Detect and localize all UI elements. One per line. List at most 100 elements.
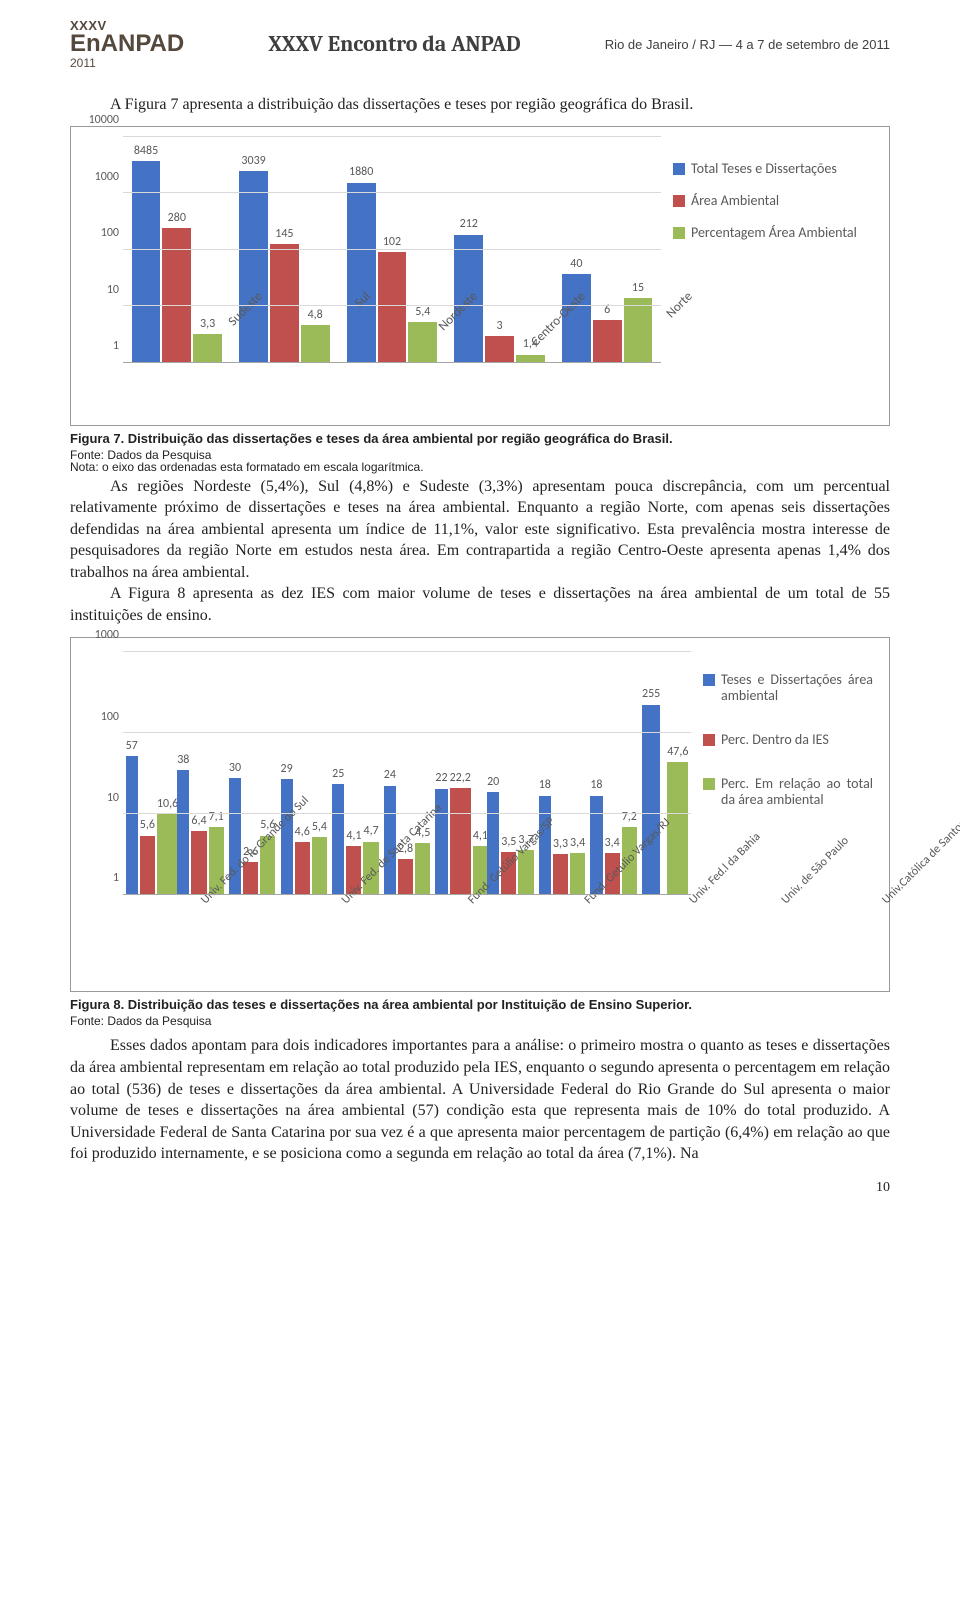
bar-value-label: 22,2: [450, 770, 471, 786]
bar-value-label: 7,2: [622, 809, 637, 825]
bar: [450, 788, 471, 894]
figure-7-caption-bold: Figura 7. Distribuição das dissertações …: [70, 431, 673, 446]
legend-swatch: [673, 227, 685, 239]
bar-value-label: 280: [168, 210, 186, 226]
bar-value-label: 24: [384, 767, 396, 783]
y-tick: 1000: [95, 627, 123, 643]
legend-label: Perc. Dentro da IES: [721, 732, 829, 748]
bar-value-label: 4,7: [363, 823, 378, 839]
bar: [378, 252, 407, 362]
bar-value-label: 8485: [134, 143, 158, 159]
body-paragraph-2: A Figura 8 apresenta as dez IES com maio…: [70, 583, 890, 626]
legend-item: Teses e Dissertações área ambiental: [703, 672, 873, 704]
y-tick: 1: [113, 338, 123, 354]
bar-value-label: 7,1: [209, 809, 224, 825]
bar-value-label: 38: [177, 752, 189, 768]
page-content: A Figura 7 apresenta a distribuição das …: [0, 76, 960, 1228]
legend-swatch: [673, 195, 685, 207]
bar-value-label: 3,4: [570, 835, 585, 851]
figure-7-chart: 110100100010000 84852803,330391454,81880…: [70, 126, 890, 426]
bar-value-label: 47,6: [667, 744, 688, 760]
bar: [553, 854, 568, 895]
figure-7-caption: Figura 7. Distribuição das dissertações …: [70, 430, 890, 448]
bar: [270, 244, 299, 363]
bar-value-label: 4,8: [308, 307, 323, 323]
bar-value-label: 25: [332, 766, 344, 782]
bar-value-label: 57: [126, 738, 138, 754]
legend-item: Percentagem Área Ambiental: [673, 225, 873, 241]
bar-value-label: 3: [497, 318, 503, 334]
figure-8-caption: Figura 8. Distribuição das teses e disse…: [70, 996, 890, 1014]
chart1-legend: Total Teses e Dissertações Área Ambiental…: [669, 127, 889, 425]
y-tick: 100: [101, 708, 123, 724]
chart1-plot: 110100100010000 84852803,330391454,81880…: [75, 137, 669, 363]
legend-swatch: [703, 734, 715, 746]
legend-item: Área Ambiental: [673, 193, 873, 209]
bar: [239, 171, 268, 363]
bar-value-label: 18: [539, 777, 551, 793]
header-location: Rio de Janeiro / RJ — 4 a 7 de setembro …: [605, 37, 890, 52]
y-tick: 10: [107, 789, 123, 805]
y-tick: 10: [107, 282, 123, 298]
bar-value-label: 29: [281, 761, 293, 777]
bar-value-label: 3,3: [553, 836, 568, 852]
legend-item: Perc. Em relação ao total da área ambien…: [703, 776, 873, 808]
legend-label: Percentagem Área Ambiental: [691, 225, 857, 241]
legend-swatch: [703, 778, 715, 790]
bar-value-label: 40: [570, 256, 582, 272]
bar-value-label: 4,6: [295, 824, 310, 840]
bar: [570, 853, 585, 895]
intro-paragraph: A Figura 7 apresenta a distribuição das …: [70, 94, 890, 116]
figure-7-note: Nota: o eixo das ordenadas esta formatad…: [70, 459, 890, 475]
y-tick: 1: [113, 870, 123, 886]
bar: [347, 183, 376, 363]
bar-value-label: 20: [487, 774, 499, 790]
y-tick: 1000: [95, 169, 123, 185]
legend-swatch: [673, 163, 685, 175]
bar: [332, 784, 344, 894]
bar-value-label: 15: [632, 280, 644, 296]
bar: [126, 756, 138, 895]
legend-item: Total Teses e Dissertações: [673, 161, 873, 177]
bar-value-label: 30: [229, 760, 241, 776]
chart2-plot: 1101001000 575,610,6386,47,1302,65,6294,…: [75, 652, 699, 895]
bar: [312, 837, 327, 895]
legend-swatch: [703, 674, 715, 686]
bar-value-label: 255: [642, 686, 660, 702]
logo-name: EnANPAD: [70, 30, 184, 58]
bar-value-label: 3039: [241, 153, 265, 169]
legend-label: Perc. Em relação ao total da área ambien…: [721, 776, 873, 808]
bar-value-label: 6: [604, 302, 610, 318]
figure-8-source: Fonte: Dados da Pesquisa: [70, 1013, 890, 1029]
body-paragraph-3: Esses dados apontam para dois indicadore…: [70, 1035, 890, 1165]
y-tick: 100: [101, 225, 123, 241]
bar: [177, 770, 189, 895]
bar-value-label: 5,4: [415, 304, 430, 320]
bar: [295, 842, 310, 894]
legend-label: Total Teses e Dissertações: [691, 161, 837, 177]
bar-value-label: 18: [590, 777, 602, 793]
page-number: 10: [70, 1179, 890, 1198]
legend-label: Teses e Dissertações área ambiental: [721, 672, 873, 704]
bar-value-label: 5,6: [140, 817, 155, 833]
bar-value-label: 3,4: [605, 835, 620, 851]
body-paragraph-1: As regiões Nordeste (5,4%), Sul (4,8%) e…: [70, 476, 890, 584]
bar-value-label: 5,4: [312, 819, 327, 835]
page-header: XXXV EnANPAD 2011 XXXV Encontro da ANPAD…: [0, 0, 960, 76]
bar-value-label: 1880: [349, 164, 373, 180]
bar: [140, 836, 155, 895]
bar-value-label: 212: [460, 216, 478, 232]
bar: [539, 796, 551, 895]
bar: [642, 705, 660, 895]
bar-value-label: 145: [275, 226, 293, 242]
legend-label: Área Ambiental: [691, 193, 779, 209]
bar: [132, 161, 161, 363]
y-tick: 10000: [89, 112, 123, 128]
header-title: XXXV Encontro da ANPAD: [268, 31, 520, 57]
logo-year: 2011: [70, 56, 184, 70]
bar-value-label: 22: [435, 770, 447, 786]
legend-item: Perc. Dentro da IES: [703, 732, 873, 748]
figure-8-chart: 1101001000 575,610,6386,47,1302,65,6294,…: [70, 637, 890, 992]
figure-8-caption-bold: Figura 8. Distribuição das teses e disse…: [70, 997, 692, 1012]
bar-value-label: 4,1: [346, 828, 361, 844]
